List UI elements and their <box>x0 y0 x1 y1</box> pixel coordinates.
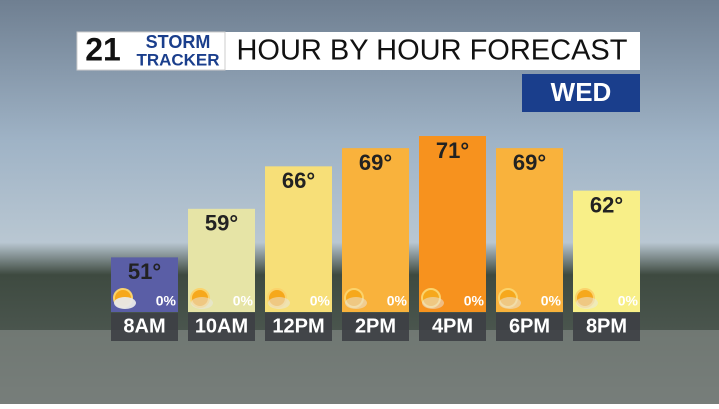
cloud-icon <box>422 297 444 309</box>
time-box <box>188 313 255 341</box>
time-box <box>496 313 563 341</box>
bar <box>342 148 409 312</box>
time-label: 4PM <box>432 315 473 337</box>
cloud-icon <box>268 297 290 309</box>
time-label: 8AM <box>123 315 165 337</box>
cloud-icon <box>499 297 521 309</box>
precip-label: 0% <box>233 293 254 309</box>
cloud-icon <box>114 297 136 309</box>
cloud-icon <box>345 297 367 309</box>
cloud-icon <box>191 297 213 309</box>
temperature-label: 59° <box>205 211 238 236</box>
time-label: 12PM <box>272 315 324 337</box>
time-label: 6PM <box>509 315 550 337</box>
time-label: 2PM <box>355 315 396 337</box>
time-box <box>265 313 332 341</box>
day-box <box>522 74 640 112</box>
logo-bottom: TRACKER <box>136 50 219 69</box>
time-label: 10AM <box>195 315 248 337</box>
time-box <box>419 313 486 341</box>
bar <box>265 166 332 312</box>
precip-label: 0% <box>387 293 408 309</box>
fairground <box>0 330 719 404</box>
precip-label: 0% <box>310 293 331 309</box>
time-box <box>573 313 640 341</box>
title: HOUR BY HOUR FORECAST <box>236 35 627 67</box>
precip-label: 0% <box>618 293 639 309</box>
temperature-label: 69° <box>513 150 546 175</box>
temperature-label: 71° <box>436 138 469 163</box>
chart: 51° 0% 8AM 59° 0% 10AM 66° 0% 12PM 69° 0% 2PM 71° 0% 4… <box>111 136 640 341</box>
day: WED <box>551 77 612 107</box>
precip-label: 0% <box>464 293 485 309</box>
time-label: 8PM <box>586 315 627 337</box>
time-box <box>342 313 409 341</box>
temperature-label: 69° <box>359 150 392 175</box>
temperature-label: 51° <box>128 259 161 284</box>
precip-label: 0% <box>541 293 562 309</box>
bar <box>496 148 563 312</box>
logo-number: 21 <box>85 31 121 67</box>
time-box <box>111 313 178 341</box>
logo-top: STORM <box>146 32 211 52</box>
temperature-label: 66° <box>282 168 315 193</box>
logo-box <box>76 31 226 71</box>
cloud-icon <box>576 297 598 309</box>
precip-label: 0% <box>156 293 177 309</box>
bar <box>419 136 486 312</box>
temperature-label: 62° <box>590 192 623 217</box>
